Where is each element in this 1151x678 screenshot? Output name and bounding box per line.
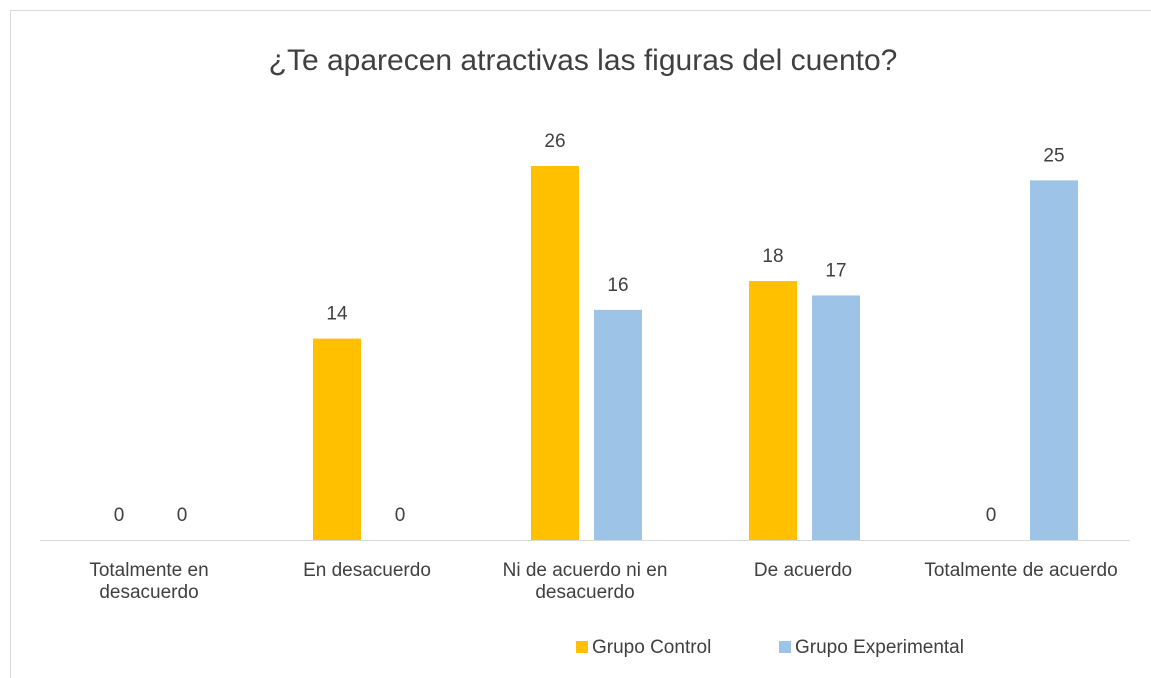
bar [594,309,642,540]
x-tick-label: De acuerdo [753,560,853,581]
data-label: 17 [825,260,846,281]
legend-swatch [576,641,588,653]
data-label: 18 [762,246,783,267]
legend-label: Grupo Experimental [795,637,964,658]
chart-border [10,10,1151,678]
legend-label: Grupo Control [592,637,711,658]
bar [749,281,797,540]
bar [812,295,860,540]
bar [531,166,579,540]
x-tick-label: Ni de acuerdo ni en desacuerdo [502,560,668,603]
chart-title: ¿Te aparecen atractivas las figuras del … [269,44,898,77]
data-label: 26 [544,131,565,152]
data-label: 0 [986,505,997,526]
x-tick-label: Totalmente de acuerdo [924,560,1118,581]
legend-swatch [779,641,791,653]
x-tick-label: En desacuerdo [303,560,431,581]
data-label: 25 [1043,145,1064,166]
data-label: 0 [395,505,406,526]
bar [313,338,361,540]
x-tick-label: Totalmente en desacuerdo [89,560,209,603]
data-label: 16 [607,275,628,296]
data-label: 0 [177,505,188,526]
data-label: 0 [114,505,125,526]
bar [1030,180,1078,540]
data-label: 14 [326,304,348,325]
